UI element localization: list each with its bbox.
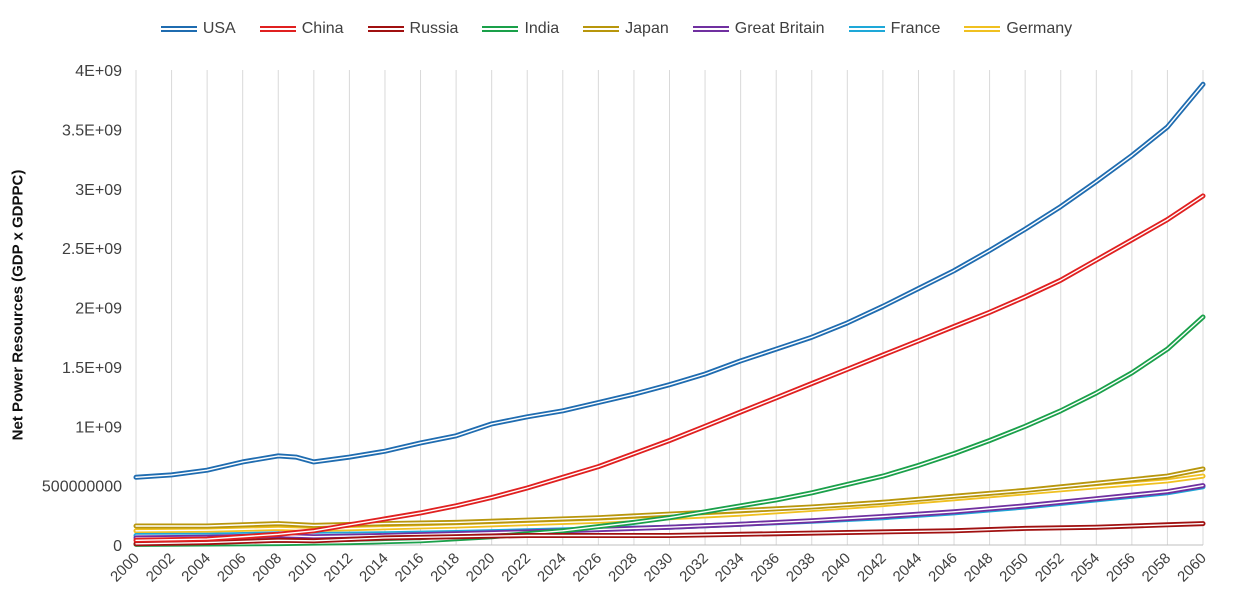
series-china [133, 193, 1206, 543]
x-tick-label: 2056 [1103, 550, 1139, 586]
legend-swatch [160, 26, 197, 32]
y-tick-label: 0 [113, 538, 122, 555]
y-tick-label: 500000000 [42, 479, 122, 496]
x-tick-label: 2012 [321, 550, 357, 586]
series-line-inner [135, 195, 1204, 541]
y-tick-label: 4E+09 [75, 63, 122, 80]
x-tick-label: 2006 [214, 550, 250, 586]
x-tick-label: 2026 [570, 550, 606, 586]
x-tick-label: 2024 [534, 550, 570, 586]
legend-swatch [259, 26, 296, 32]
series-line-inner [135, 468, 1204, 527]
x-tick-label: 2044 [890, 550, 926, 586]
x-tick-label: 2046 [925, 550, 961, 586]
legend-swatch [367, 26, 404, 32]
x-tick-label: 2028 [605, 550, 641, 586]
y-tick-label: 1E+09 [75, 419, 122, 436]
legend-label: France [890, 20, 941, 37]
legend-label: Great Britain [734, 20, 825, 37]
legend-item-russia: Russia [367, 20, 459, 38]
legend-item-great-britain: Great Britain [692, 20, 825, 38]
legend-swatch [583, 26, 620, 32]
legend-label: China [301, 20, 344, 37]
legend-label: India [524, 20, 560, 37]
legend-item-france: France [848, 20, 941, 38]
legend-item-usa: USA [160, 20, 236, 38]
x-tick-label: 2014 [356, 550, 392, 586]
series-india [133, 314, 1206, 547]
x-tick-label: 2020 [463, 550, 499, 586]
series-great-britain [133, 483, 1206, 541]
x-tick-label: 2050 [996, 550, 1032, 586]
legend-swatch [482, 26, 519, 32]
x-tick-label: 2040 [819, 550, 855, 586]
legend-swatch [848, 26, 885, 32]
legend-item-japan: Japan [583, 20, 669, 38]
legend-label: Germany [1006, 20, 1073, 37]
series-line-inner [135, 522, 1204, 545]
legend-swatch [964, 26, 1001, 32]
x-tick-label: 2032 [676, 550, 712, 586]
y-tick-label: 2E+09 [75, 301, 122, 318]
series-usa [133, 81, 1206, 480]
x-tick-label: 2030 [641, 550, 677, 586]
series-russia [133, 521, 1206, 547]
x-tick-label: 2038 [783, 550, 819, 586]
legend: USA China Russia India Japan Great Britain Fra… [0, 17, 1233, 41]
legend-swatch [692, 26, 729, 32]
x-tick-label: 2054 [1068, 550, 1104, 586]
x-tick-label: 2034 [712, 550, 748, 586]
x-tick-label: 2060 [1174, 550, 1210, 586]
series-line-inner [135, 484, 1204, 539]
legend-label: Russia [409, 20, 459, 37]
y-tick-label: 3E+09 [75, 182, 122, 199]
x-tick-label: 2010 [285, 550, 321, 586]
x-tick-label: 2018 [427, 550, 463, 586]
x-tick-label: 2002 [143, 550, 179, 586]
x-tick-label: 2008 [249, 550, 285, 586]
y-tick-label: 1.5E+09 [62, 360, 122, 377]
series-line-inner [135, 316, 1204, 546]
x-tick-label: 2022 [498, 550, 534, 586]
legend-label: Japan [625, 20, 669, 37]
y-tick-label: 2.5E+09 [62, 241, 122, 258]
y-tick-label: 3.5E+09 [62, 122, 122, 139]
x-tick-label: 2004 [178, 550, 214, 586]
series-japan [133, 466, 1206, 529]
x-tick-label: 2000 [107, 550, 143, 586]
legend-item-germany: Germany [964, 20, 1072, 38]
series-line-inner [135, 83, 1204, 478]
legend-label: USA [202, 20, 236, 37]
legend-item-india: India [482, 20, 559, 38]
x-tick-label: 2052 [1032, 550, 1068, 586]
x-tick-label: 2016 [392, 550, 428, 586]
x-tick-label: 2048 [961, 550, 997, 586]
x-tick-label: 2058 [1139, 550, 1175, 586]
x-tick-label: 2036 [747, 550, 783, 586]
legend-item-china: China [259, 20, 344, 38]
x-tick-label: 2042 [854, 550, 890, 586]
